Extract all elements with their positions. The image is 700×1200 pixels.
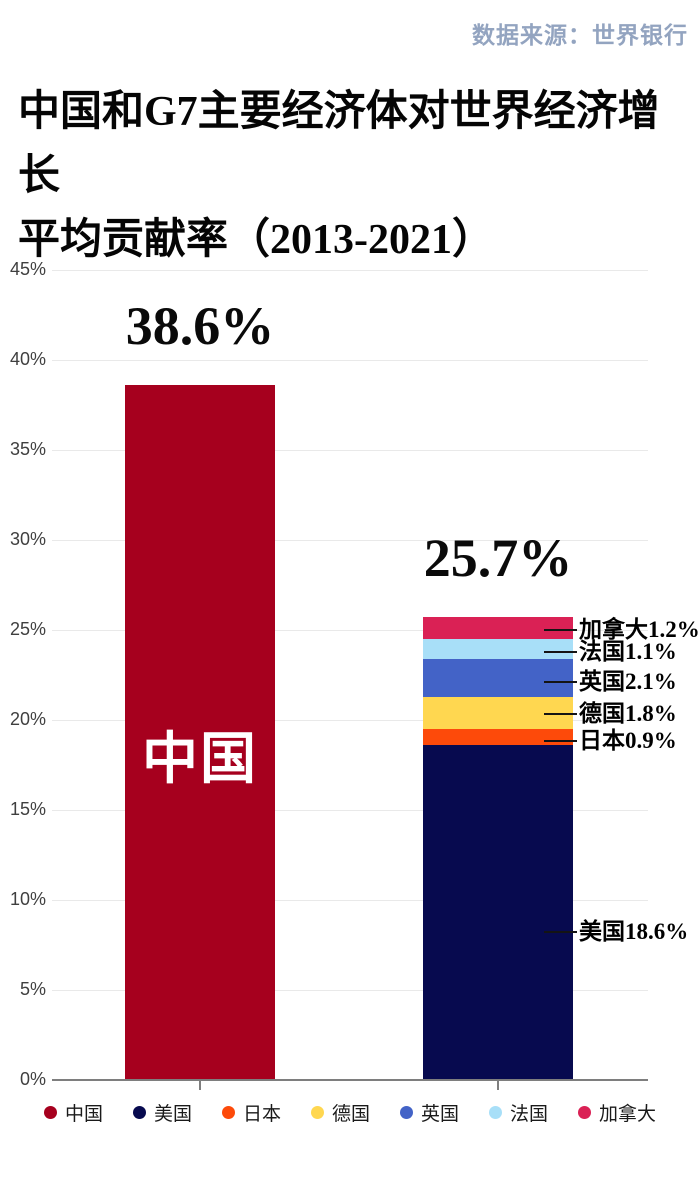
y-axis-label-35pct: 35% <box>9 439 46 459</box>
legend-dot-china <box>43 1105 57 1119</box>
gridline-45pct <box>52 270 648 271</box>
gridline-35pct <box>52 450 648 451</box>
callout-label-uk: 英国2.1% <box>579 668 677 694</box>
legend-item-france: 法国 <box>489 1099 548 1126</box>
chart-title-line2: 平均贡献率（2013-2021） <box>18 217 494 263</box>
callout-label-usa: 美国18.6% <box>579 918 689 944</box>
bar-segment-usa <box>423 745 573 1080</box>
gridline-30pct <box>52 540 648 541</box>
bar-0-inner-label: 中国 <box>142 729 258 791</box>
callout-label-germany: 德国1.8% <box>579 700 677 726</box>
legend-item-germany: 德国 <box>310 1099 370 1126</box>
callout-label-canada: 加拿大1.2% <box>579 617 700 643</box>
legend-dot-usa <box>132 1105 146 1119</box>
x-axis-tick-0 <box>199 1081 201 1090</box>
gridline-5pct <box>52 990 648 991</box>
legend-item-japan: 日本 <box>221 1099 281 1126</box>
bar-segment-uk <box>423 658 573 697</box>
legend-dot-germany <box>310 1105 324 1119</box>
data-source-label: 数据来源：世界银行 <box>472 23 688 48</box>
callout-line-canada <box>544 629 577 632</box>
gridline-15pct <box>52 810 648 811</box>
y-axis-label-15pct: 15% <box>9 799 46 819</box>
callout-line-japan <box>544 740 577 743</box>
y-axis-label-30pct: 30% <box>9 529 46 549</box>
y-axis-label-20pct: 20% <box>9 709 46 729</box>
bar-segment-france <box>423 639 573 659</box>
bar-segment-japan <box>423 729 573 746</box>
chart-title: 中国和G7主要经济体对世界经济增长 平均贡献率（2013-2021） <box>18 80 688 272</box>
legend-dot-uk <box>400 1105 413 1119</box>
legend-label-china: 中国 <box>64 1103 103 1125</box>
legend-item-usa: 美国 <box>132 1099 192 1126</box>
legend-label-canada: 加拿大 <box>599 1103 657 1125</box>
gridline-10pct <box>52 900 648 901</box>
bar-1-value-label: 25.7% <box>423 528 573 589</box>
legend-label-japan: 日本 <box>242 1103 281 1125</box>
legend-label-france: 法国 <box>510 1103 549 1125</box>
y-axis-label-10pct: 10% <box>9 889 46 909</box>
legend-dot-canada <box>578 1105 592 1119</box>
legend-item-uk: 英国 <box>400 1099 459 1126</box>
legend-label-germany: 德国 <box>331 1103 370 1125</box>
y-axis-label-40pct: 40% <box>9 349 46 369</box>
callout-line-germany <box>544 712 577 715</box>
x-axis-line <box>52 1079 648 1081</box>
legend-dot-japan <box>221 1105 235 1119</box>
chart-title-line1: 中国和G7主要经济体对世界经济增长 <box>18 89 660 199</box>
legend-item-china: 中国 <box>43 1099 103 1126</box>
callout-line-usa <box>544 930 577 933</box>
gridline-40pct <box>52 360 648 361</box>
legend-label-uk: 英国 <box>421 1103 460 1125</box>
callout-line-uk <box>544 680 577 683</box>
bar-segment-canada <box>423 617 573 639</box>
legend-item-canada: 加拿大 <box>578 1099 656 1126</box>
y-axis-label-5pct: 5% <box>19 979 46 999</box>
bar-0-value-label: 38.6% <box>125 296 275 357</box>
x-axis-tick-1 <box>497 1081 499 1090</box>
y-axis-label-25pct: 25% <box>9 619 46 639</box>
y-axis-label-0pct: 0% <box>19 1069 46 1089</box>
legend-label-usa: 美国 <box>153 1103 192 1125</box>
gridline-25pct <box>52 630 648 631</box>
bar-segment-china <box>125 385 275 1080</box>
y-axis-label-45pct: 45% <box>9 259 46 279</box>
gridline-20pct <box>52 720 648 721</box>
callout-label-france: 法国1.1% <box>579 638 677 664</box>
legend-dot-france <box>489 1105 503 1119</box>
callout-label-japan: 日本0.9% <box>579 728 677 754</box>
chart-legend: 中国 美国 日本 德国 英国 法国 加拿大 <box>0 1099 700 1125</box>
bar-segment-germany <box>423 696 573 729</box>
callout-line-france <box>544 650 577 653</box>
